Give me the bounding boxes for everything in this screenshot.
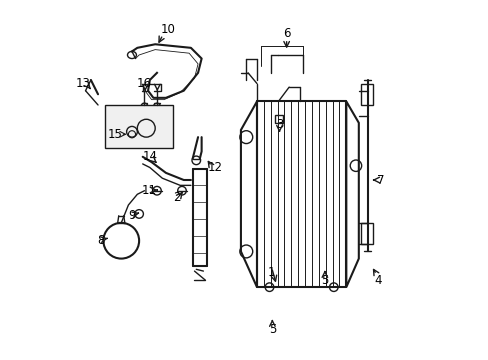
Text: 7: 7 bbox=[376, 174, 384, 186]
Text: 8: 8 bbox=[97, 234, 104, 247]
Text: 10: 10 bbox=[160, 23, 175, 36]
Text: 2: 2 bbox=[173, 191, 180, 204]
Text: 15: 15 bbox=[107, 128, 122, 141]
Text: 5: 5 bbox=[268, 323, 276, 336]
Bar bbox=[360, 223, 372, 244]
Text: 3: 3 bbox=[275, 118, 283, 131]
Bar bbox=[360, 84, 372, 105]
FancyBboxPatch shape bbox=[105, 105, 173, 148]
Text: 14: 14 bbox=[142, 150, 157, 163]
Text: 12: 12 bbox=[207, 161, 222, 174]
Text: 9: 9 bbox=[128, 209, 136, 222]
Text: 6: 6 bbox=[283, 27, 290, 40]
Text: 4: 4 bbox=[374, 274, 382, 287]
Text: 5: 5 bbox=[321, 274, 328, 287]
Text: 16: 16 bbox=[136, 77, 151, 90]
Text: 11: 11 bbox=[142, 184, 156, 197]
Text: 13: 13 bbox=[76, 77, 90, 90]
Text: 1: 1 bbox=[267, 266, 275, 279]
Bar bbox=[274, 115, 282, 123]
